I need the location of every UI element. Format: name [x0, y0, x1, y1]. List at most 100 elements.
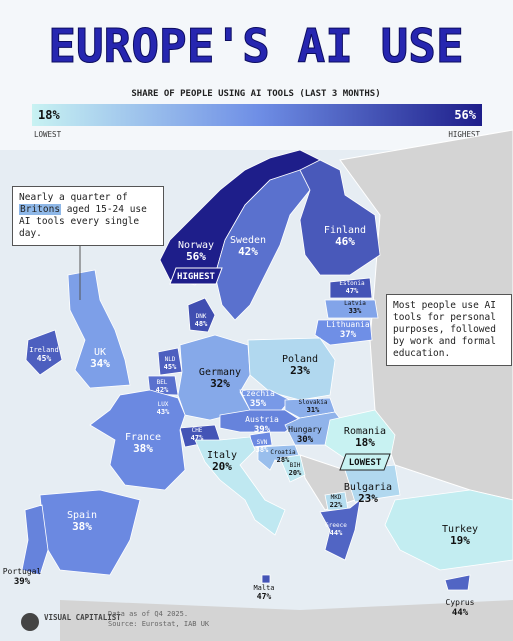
country-value: 33% — [349, 307, 362, 315]
country-name: Poland — [282, 354, 318, 365]
country-value: 42% — [156, 386, 169, 394]
badge-highest: HIGHEST — [177, 272, 216, 282]
country-value: 44% — [330, 529, 343, 537]
country-value: 28% — [277, 456, 290, 464]
country-value: 45% — [164, 363, 177, 371]
country — [324, 409, 396, 463]
country-value: 39% — [14, 577, 31, 587]
country-name: CHE — [192, 427, 203, 434]
legend-min: 18% — [38, 108, 60, 122]
country-name: France — [125, 432, 161, 443]
legend-bar — [32, 104, 482, 126]
country — [187, 297, 216, 333]
country-name: Malta — [253, 584, 274, 592]
country — [319, 499, 361, 561]
country-name: Portugal — [3, 567, 42, 576]
badge — [339, 453, 391, 471]
country-value: 20% — [289, 469, 302, 477]
country-name: Romania — [344, 426, 386, 437]
country-name: Turkey — [442, 524, 478, 535]
country-value: 38% — [72, 520, 92, 533]
legend-max-label: HIGHEST — [448, 130, 480, 139]
country-name: SVN — [257, 439, 268, 446]
date: Data as of Q4 2025. — [108, 610, 188, 618]
country-name: LUX — [158, 401, 169, 408]
country-value: 31% — [307, 406, 320, 414]
country-value: 42% — [238, 245, 258, 258]
country-value: 18% — [355, 436, 375, 449]
country-name: Norway — [178, 240, 214, 251]
country-name: DNK — [196, 313, 207, 320]
country-name: Latvia — [344, 300, 366, 307]
country-value: 56% — [186, 250, 206, 263]
country-name: MKD — [331, 494, 342, 501]
country — [314, 319, 373, 346]
country-value: 34% — [90, 357, 110, 370]
note-text: Nearly a quarter of — [19, 192, 128, 203]
source: Source: Eurostat, IAB UK — [108, 620, 210, 628]
country-name: Ireland — [29, 346, 59, 354]
country-value: 32% — [210, 377, 230, 390]
other-land — [60, 600, 513, 641]
country-value: 30% — [297, 435, 314, 445]
legend-max: 56% — [454, 108, 476, 122]
country-value: 23% — [290, 364, 310, 377]
country-value: 39% — [254, 425, 271, 435]
country-value: 23% — [358, 492, 378, 505]
country-name: Cyprus — [446, 598, 475, 607]
note-text: aged 15-24 use AI tools every single day… — [19, 204, 147, 239]
country-name: Finland — [324, 225, 366, 236]
country-name: Sweden — [230, 235, 266, 246]
country — [194, 436, 286, 536]
country-name: Croatia — [270, 449, 296, 456]
legend-min-label: LOWEST — [34, 130, 62, 139]
country — [444, 574, 471, 591]
country-value: 19% — [450, 534, 470, 547]
country-value: 44% — [452, 608, 469, 618]
country-value: 47% — [191, 434, 204, 442]
country-value: 20% — [212, 460, 232, 473]
country-value: 48% — [195, 320, 208, 328]
country — [299, 159, 381, 276]
country-value: 35% — [250, 399, 267, 409]
title: EUROPE'S AI USE — [48, 19, 463, 73]
country-value: 43% — [157, 408, 170, 416]
country-value: 38% — [256, 446, 269, 454]
note-highlight: Britons — [19, 204, 62, 215]
country-name: Germany — [199, 367, 241, 378]
country-name: Estonia — [339, 280, 365, 287]
country-name: Lithuania — [326, 320, 370, 329]
logo — [21, 613, 39, 631]
country-name: Austria — [245, 415, 279, 424]
country-name: Slovakia — [299, 399, 328, 406]
country-value: 46% — [335, 235, 355, 248]
country-name: BIH — [290, 462, 301, 469]
country-name: Spain — [67, 510, 97, 521]
country-name: UK — [94, 347, 106, 358]
country-name: Greece — [325, 522, 347, 529]
country — [214, 169, 311, 321]
country-value: 38% — [133, 442, 153, 455]
country-name: Hungary — [288, 425, 322, 434]
country-value: 22% — [330, 501, 343, 509]
badge-lowest: LOWEST — [349, 458, 382, 468]
brand: VISUAL CAPITALIST — [44, 613, 121, 622]
country-name: Italy — [207, 450, 237, 461]
country — [247, 337, 336, 401]
country-value: 47% — [346, 287, 359, 295]
country — [89, 389, 186, 491]
country — [25, 329, 63, 376]
subtitle: SHARE OF PEOPLE USING AI TOOLS (LAST 3 M… — [131, 89, 380, 99]
country — [279, 454, 306, 483]
country-value: 45% — [37, 354, 52, 363]
country-value: 47% — [257, 592, 272, 601]
country-name: Czechia — [241, 389, 275, 398]
country — [21, 504, 49, 576]
country — [261, 574, 271, 584]
country — [324, 299, 379, 319]
country-name: NLD — [165, 356, 176, 363]
country-name: Bulgaria — [344, 482, 392, 493]
country-value: 37% — [340, 330, 357, 340]
